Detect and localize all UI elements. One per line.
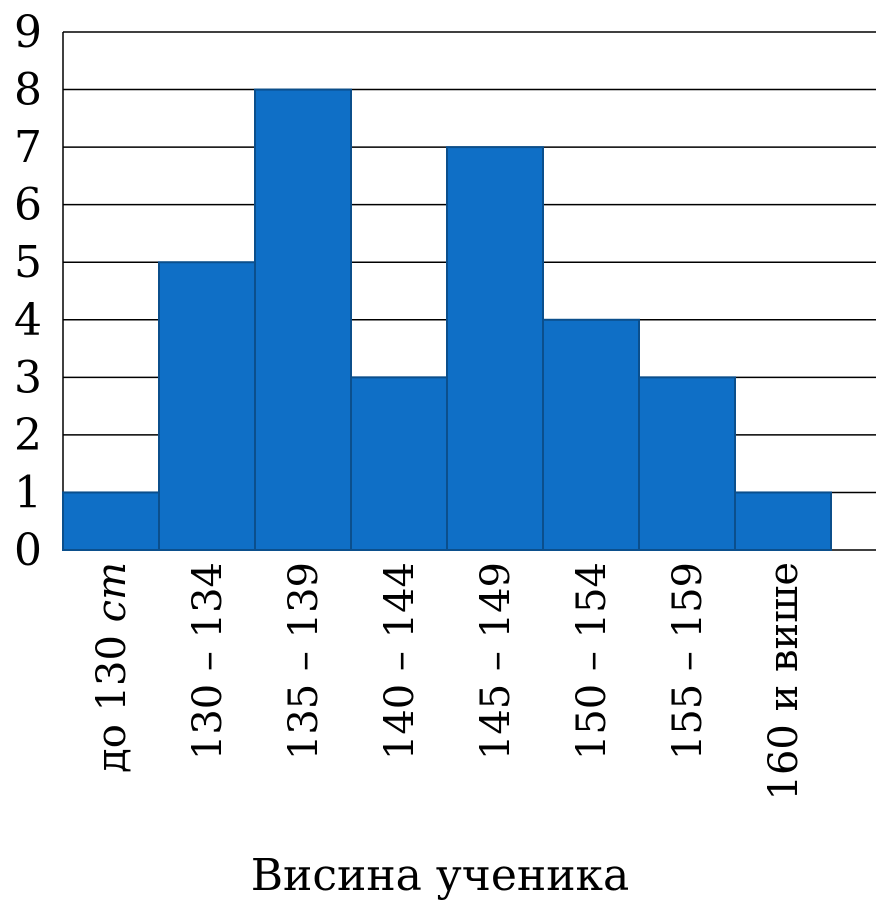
y-tick-label: 6 <box>14 180 42 231</box>
x-tick-label-text: 140 – 144 <box>377 562 423 760</box>
x-tick-label-text: 155 – 159 <box>665 562 711 760</box>
x-tick-label: 160 и више <box>761 562 807 800</box>
y-tick-label: 5 <box>14 237 42 288</box>
bar <box>350 376 448 552</box>
bar <box>446 146 544 551</box>
x-tick-label-text: 160 и више <box>761 562 807 800</box>
x-tick-label: 150 – 154 <box>569 562 615 760</box>
x-tick-label-text: 135 – 139 <box>281 562 327 760</box>
y-tick-label: 1 <box>14 467 42 518</box>
x-tick-label-text: 130 – 134 <box>185 562 231 760</box>
bar <box>62 491 160 552</box>
x-tick-label-text: 145 – 149 <box>473 562 519 760</box>
bar <box>158 261 256 551</box>
y-tick-label: 0 <box>14 525 42 576</box>
bars <box>62 88 832 552</box>
x-tick-label: 145 – 149 <box>473 562 519 760</box>
x-tick-label: 155 – 159 <box>665 562 711 760</box>
x-tick-label-text: 150 – 154 <box>569 562 615 760</box>
y-tick-label: 2 <box>14 410 42 461</box>
x-tick-label: 130 – 134 <box>185 562 231 760</box>
y-tick-label: 3 <box>14 352 42 403</box>
x-axis-category-labels: до 130 cm 130 – 134 135 – 139 140 – 144 145 … <box>89 562 807 800</box>
bar <box>542 318 640 551</box>
y-tick-label: 9 <box>14 7 42 58</box>
x-tick-label: 135 – 139 <box>281 562 327 760</box>
bar <box>638 376 736 552</box>
x-tick-label: до 130 cm <box>89 562 135 773</box>
y-tick-label: 8 <box>14 65 42 116</box>
y-tick-label: 7 <box>14 122 42 173</box>
x-axis-label: Висина ученика <box>251 850 630 901</box>
bar <box>254 88 352 552</box>
bar <box>734 491 832 552</box>
y-tick-label: 4 <box>14 295 42 346</box>
x-tick-label: 140 – 144 <box>377 562 423 760</box>
x-tick-label-text: до 130 <box>89 635 135 773</box>
y-axis-tick-labels: 0 1 2 3 4 5 6 7 8 9 <box>14 7 42 576</box>
x-tick-label-unit: cm <box>89 562 135 635</box>
